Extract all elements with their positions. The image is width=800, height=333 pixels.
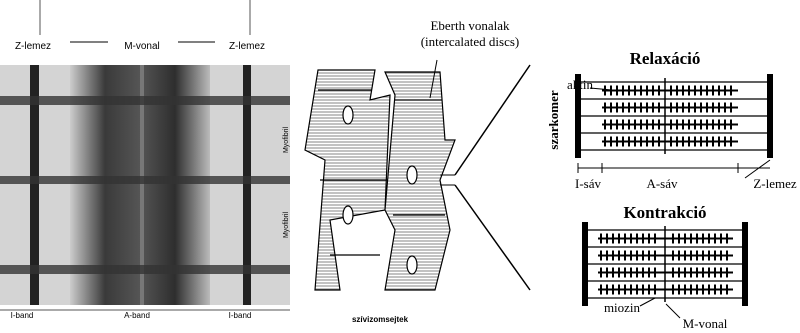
label: M-vonal	[683, 316, 728, 331]
label: I-band	[11, 311, 34, 320]
label: szarkomer	[546, 90, 561, 149]
title: Relaxáció	[630, 49, 701, 68]
label: (intercalated discs)	[421, 34, 520, 49]
label: Z-lemez	[753, 176, 797, 191]
title: Kontrakció	[623, 203, 706, 222]
sarcomeres	[575, 74, 773, 319]
label: Z-lemez	[15, 41, 51, 52]
label: M-vonal	[124, 41, 160, 52]
shape	[589, 87, 613, 91]
micrograph: Z-lemez M-vonal Z-lemez Myofibril Myofib…	[0, 0, 290, 320]
cells	[304, 59, 531, 291]
label: miozin	[604, 300, 641, 315]
shape	[665, 303, 681, 319]
label: A-band	[124, 311, 150, 320]
label: A-sáv	[646, 176, 678, 191]
shape	[639, 297, 656, 307]
label: I-band	[229, 311, 252, 320]
label: Myofibril	[283, 127, 290, 154]
caption: szívizomsejtek	[352, 315, 409, 324]
label: Myofibril	[283, 212, 290, 239]
label: I-sáv	[575, 176, 601, 191]
label: Eberth vonalak	[430, 18, 510, 33]
label: Z-lemez	[229, 41, 265, 52]
shape	[744, 159, 771, 179]
label: aktin	[567, 77, 593, 92]
